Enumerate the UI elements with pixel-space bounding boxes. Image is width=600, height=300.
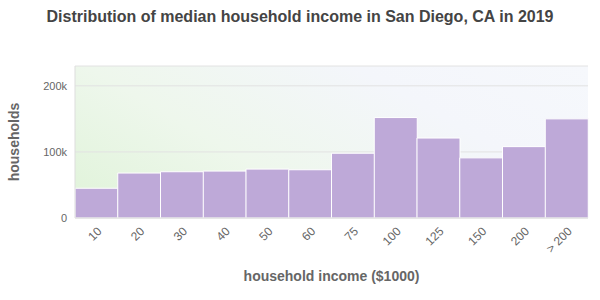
html-text:Distribution of median househo: Distribution of median household income …	[46, 8, 554, 25]
svg-text:30: 30	[171, 224, 191, 244]
svg-text:200: 200	[508, 224, 532, 248]
svg-text:100k: 100k	[43, 146, 67, 158]
svg-text:20: 20	[128, 224, 148, 244]
html-text:household income ($1000): household income ($1000)	[243, 268, 420, 284]
svg-text:40: 40	[213, 224, 233, 244]
svg-text:125: 125	[422, 224, 446, 248]
svg-text:50: 50	[256, 224, 276, 244]
svg-text:100: 100	[380, 224, 404, 248]
svg-text:200k: 200k	[43, 80, 67, 92]
svg-text:75: 75	[342, 224, 362, 244]
svg-text:0: 0	[61, 212, 67, 224]
svg-text:60: 60	[299, 224, 319, 244]
svg-text:households: households	[6, 103, 22, 182]
svg-text:10: 10	[85, 224, 105, 244]
svg-text:150: 150	[465, 224, 489, 248]
svg-text:> 200: > 200	[543, 224, 575, 256]
